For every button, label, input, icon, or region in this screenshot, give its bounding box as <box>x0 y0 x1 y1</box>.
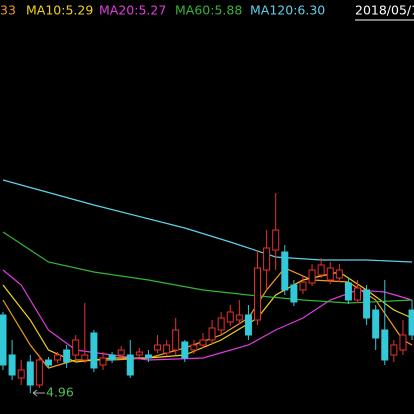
legend: 33 MA10:5.29 MA20:5.27 MA60:5.88 MA120:6.30 <box>0 3 325 18</box>
ma-line <box>2 267 413 369</box>
candle-body <box>17 369 25 379</box>
candle-body <box>344 282 352 301</box>
candle-body <box>281 251 289 291</box>
legend-entry: MA10:5.29 <box>26 3 93 18</box>
candle-body <box>81 354 89 361</box>
candle-body <box>26 361 34 386</box>
candles <box>0 193 414 393</box>
candle-body <box>72 339 80 356</box>
legend-entry: MA20:5.27 <box>99 3 166 18</box>
ma-line <box>2 231 413 304</box>
candle-body <box>235 314 243 321</box>
candle-body <box>108 354 116 361</box>
candle-body <box>363 289 371 319</box>
candle-body <box>154 344 162 351</box>
candle-body <box>372 309 380 339</box>
candle-body <box>290 284 298 303</box>
candle-body <box>390 344 398 356</box>
candle-body <box>44 359 52 366</box>
candle-body <box>244 314 252 336</box>
candle-body <box>63 349 71 363</box>
candle-body <box>335 269 343 279</box>
candle-body <box>272 229 280 251</box>
candle-body <box>163 344 171 354</box>
legend-entry: 33 <box>0 3 16 18</box>
candle-body <box>8 354 16 376</box>
candle-body <box>35 359 43 386</box>
legend-entry: MA60:5.88 <box>175 3 242 18</box>
candle-body <box>354 287 362 301</box>
candle-body <box>308 269 316 284</box>
candle-body <box>190 344 198 351</box>
legend-entry: MA120:6.30 <box>250 3 325 18</box>
candle-body <box>144 354 152 359</box>
candle-body <box>135 351 143 356</box>
candle-body <box>0 314 7 366</box>
candle-body <box>54 354 62 361</box>
candle-body <box>263 247 271 271</box>
candle-body <box>381 329 389 361</box>
low-arrow-head <box>32 389 38 397</box>
candle-body <box>226 311 234 323</box>
low-label: 4.96 <box>46 385 74 400</box>
candle-body <box>254 267 262 321</box>
candle-body <box>399 334 407 351</box>
candle-body <box>181 341 189 359</box>
candle-body <box>208 327 216 341</box>
candle-body <box>408 309 414 336</box>
date: 2018/05/1 <box>355 3 414 18</box>
candle-body <box>199 339 207 346</box>
candle-body <box>172 329 180 351</box>
ma-line <box>2 269 413 361</box>
candle-body <box>317 264 325 276</box>
candle-body <box>299 281 307 291</box>
candle-body <box>99 357 107 366</box>
candle-body <box>217 317 225 331</box>
candle-body <box>90 332 98 369</box>
candle-body <box>126 354 134 376</box>
candle-body <box>326 267 334 281</box>
ma-line <box>2 179 413 263</box>
candle-body <box>117 349 125 356</box>
